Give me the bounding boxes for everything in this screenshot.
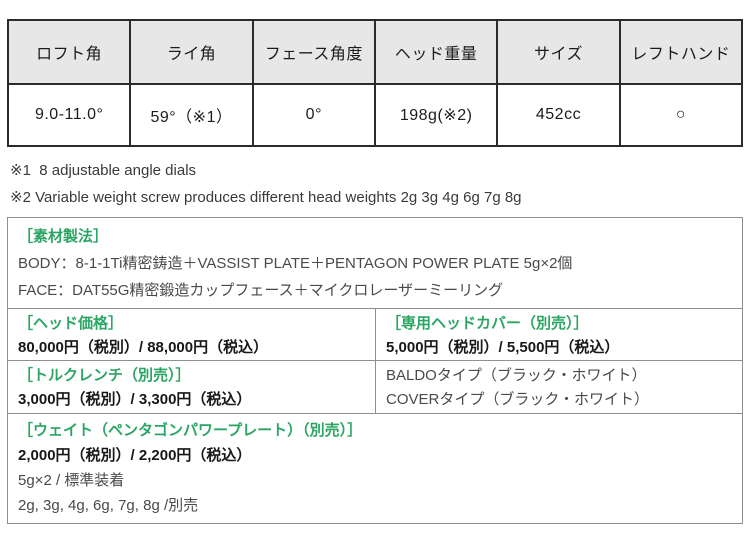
middle-sections: ［ヘッド価格］ 80,000円（税別）/ 88,000円（税込） ［トルクレンチ… — [8, 309, 742, 413]
section-head-cover-types: BALDOタイプ（ブラック・ホワイト） COVERタイプ（ブラック・ホワイト） — [376, 361, 742, 413]
spec-header-loft: ロフト角 — [6, 19, 132, 85]
torque-wrench-title: ［トルクレンチ（別売）］ — [18, 367, 191, 384]
weight-standard-line: 5g×2 / 標準装着 — [18, 472, 125, 489]
footnote-2: ※2 Variable weight screw produces differ… — [10, 189, 522, 206]
material-title: ［素材製法］ — [18, 228, 109, 245]
spec-header-row: ロフト角 ライ角 フェース角度 ヘッド重量 サイズ レフトハンド — [6, 19, 744, 85]
spec-value-face-angle: 0° — [251, 83, 376, 147]
footnote-1: ※1 8 adjustable angle dials — [10, 162, 197, 179]
head-cover-type-cover: COVERタイプ（ブラック・ホワイト） — [386, 391, 650, 408]
spec-header-head-weight: ヘッド重量 — [373, 19, 499, 85]
spec-value-head-weight: 198g(※2) — [373, 83, 499, 147]
material-body-line: BODY：8-1-1Ti精密鋳造＋VASSIST PLATE＋PENTAGON … — [18, 255, 573, 272]
weight-title: ［ウェイト（ペンタゴンパワープレート）（別売）］ — [18, 422, 363, 439]
section-torque-wrench: ［トルクレンチ（別売）］ 3,000円（税別）/ 3,300円（税込） — [8, 361, 375, 413]
section-head-price: ［ヘッド価格］ 80,000円（税別）/ 88,000円（税込） — [8, 309, 375, 361]
weight-optional-line: 2g, 3g, 4g, 6g, 7g, 8g /別売 — [18, 497, 199, 514]
head-cover-price: 5,000円（税別）/ 5,500円（税込） — [386, 339, 620, 356]
head-price-value: 80,000円（税別）/ 88,000円（税込） — [18, 339, 269, 356]
spec-table: ロフト角 ライ角 フェース角度 ヘッド重量 サイズ レフトハンド 9.0-11.… — [6, 19, 744, 147]
weight-price: 2,000円（税別）/ 2,200円（税込） — [18, 447, 252, 464]
head-cover-type-baldo: BALDOタイプ（ブラック・ホワイト） — [386, 367, 647, 384]
left-column: ［ヘッド価格］ 80,000円（税別）/ 88,000円（税込） ［トルクレンチ… — [8, 309, 376, 413]
section-weight: ［ウェイト（ペンタゴンパワープレート）（別売）］ 2,000円（税別）/ 2,2… — [8, 413, 742, 523]
right-column: ［専用ヘッドカバー（別売）］ 5,000円（税別）/ 5,500円（税込） BA… — [376, 309, 742, 413]
spec-value-left-hand: ○ — [618, 83, 744, 147]
head-cover-title: ［専用ヘッドカバー（別売）］ — [386, 315, 589, 332]
head-price-title: ［ヘッド価格］ — [18, 315, 124, 332]
section-head-cover: ［専用ヘッドカバー（別売）］ 5,000円（税別）/ 5,500円（税込） — [376, 309, 742, 361]
spec-header-left-hand: レフトハンド — [618, 19, 744, 85]
spec-value-row: 9.0-11.0° 59°（※1） 0° 198g(※2) 452cc ○ — [6, 83, 744, 147]
spec-header-face-angle: フェース角度 — [251, 19, 376, 85]
spec-header-lie: ライ角 — [129, 19, 254, 85]
footnotes: ※1 8 adjustable angle dials ※2 Variable … — [10, 157, 743, 211]
detail-table: ［素材製法］ BODY：8-1-1Ti精密鋳造＋VASSIST PLATE＋PE… — [7, 217, 743, 524]
material-face-line: FACE：DAT55G精密鍛造カップフェース＋マイクロレーザーミーリング — [18, 282, 504, 299]
section-material: ［素材製法］ BODY：8-1-1Ti精密鋳造＋VASSIST PLATE＋PE… — [8, 218, 742, 309]
spec-header-size: サイズ — [496, 19, 621, 85]
spec-value-size: 452cc — [496, 83, 621, 147]
spec-value-loft: 9.0-11.0° — [6, 83, 132, 147]
torque-wrench-price: 3,000円（税別）/ 3,300円（税込） — [18, 391, 252, 408]
spec-value-lie: 59°（※1） — [129, 83, 254, 147]
